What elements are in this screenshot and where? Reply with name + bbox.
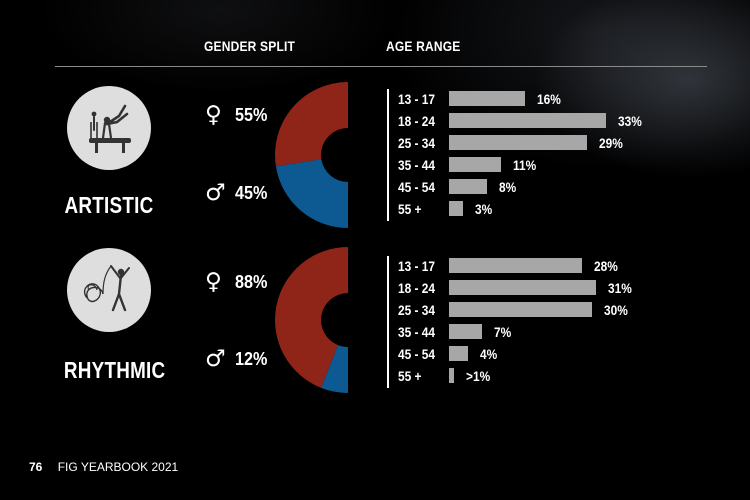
age-range-heading: AGE RANGE bbox=[386, 38, 461, 54]
age-bar bbox=[449, 324, 483, 339]
header-divider bbox=[55, 66, 707, 67]
rhythmic-male-row: ♂ 12% bbox=[205, 346, 271, 372]
rhythmic-female-row: ♀ 88% bbox=[205, 269, 271, 295]
rhythmic-female-percent: 88% bbox=[235, 272, 268, 292]
male-segment bbox=[275, 159, 348, 228]
age-bar-value: 3% bbox=[475, 201, 493, 217]
page-number: 76 bbox=[29, 460, 43, 474]
age-bar bbox=[449, 280, 597, 295]
age-bar-value: 8% bbox=[499, 179, 517, 195]
female-segment bbox=[275, 82, 348, 167]
age-bar-value: 30% bbox=[603, 302, 628, 318]
age-bar-value: 28% bbox=[594, 258, 618, 274]
age-category-label: 18 - 24 bbox=[398, 113, 436, 129]
rhythmic-gender-donut bbox=[274, 247, 348, 393]
age-category-label: 35 - 44 bbox=[398, 324, 436, 340]
age-bar bbox=[449, 179, 487, 194]
female-symbol-icon: ♀ bbox=[205, 269, 222, 295]
age-bar bbox=[449, 91, 525, 106]
artistic-female-percent: 55% bbox=[235, 105, 268, 125]
age-bar bbox=[449, 135, 587, 150]
age-category-label: 18 - 24 bbox=[398, 280, 436, 296]
male-symbol-icon: ♂ bbox=[205, 346, 226, 372]
age-category-label: 55 + bbox=[398, 368, 422, 384]
age-category-label: 25 - 34 bbox=[398, 135, 436, 151]
artistic-age-axis bbox=[387, 89, 389, 221]
age-bar-value: 33% bbox=[617, 113, 642, 129]
age-bar-value: 4% bbox=[480, 346, 498, 362]
age-category-label: 13 - 17 bbox=[398, 91, 436, 107]
male-segment bbox=[321, 345, 348, 393]
rhythmic-title: RHYTHMIC bbox=[63, 357, 166, 383]
male-symbol-icon: ♂ bbox=[205, 180, 226, 206]
age-bar bbox=[449, 157, 502, 172]
artistic-icon bbox=[67, 86, 151, 170]
age-bar bbox=[449, 201, 464, 216]
rhythmic-icon bbox=[67, 248, 151, 332]
age-bar-value: 31% bbox=[608, 280, 633, 296]
female-symbol-icon: ♀ bbox=[205, 102, 222, 128]
age-category-label: 45 - 54 bbox=[398, 346, 436, 362]
age-category-label: 35 - 44 bbox=[398, 157, 436, 173]
age-bar-value: >1% bbox=[465, 368, 490, 384]
age-category-label: 55 + bbox=[398, 201, 422, 217]
age-category-label: 25 - 34 bbox=[398, 302, 436, 318]
artistic-male-row: ♂ 45% bbox=[205, 180, 271, 206]
publication-title: FIG YEARBOOK 2021 bbox=[57, 460, 179, 474]
female-segment bbox=[274, 247, 348, 388]
artistic-male-percent: 45% bbox=[235, 183, 268, 203]
age-bar bbox=[449, 258, 582, 273]
rhythmic-male-percent: 12% bbox=[235, 349, 268, 369]
rhythmic-age-axis bbox=[387, 256, 389, 388]
age-bar bbox=[449, 113, 606, 128]
gender-split-heading: GENDER SPLIT bbox=[204, 38, 296, 54]
age-bar-value: 7% bbox=[494, 324, 512, 340]
page-footer: 76 FIG YEARBOOK 2021 bbox=[29, 460, 178, 474]
age-bar-value: 16% bbox=[537, 91, 561, 107]
age-bar-value: 29% bbox=[598, 135, 623, 151]
artistic-title: ARTISTIC bbox=[64, 192, 154, 218]
artistic-gender-donut bbox=[275, 82, 348, 228]
age-bar bbox=[449, 368, 454, 383]
age-bar bbox=[449, 346, 468, 361]
age-bar-value: 11% bbox=[513, 157, 537, 173]
artistic-female-row: ♀ 55% bbox=[205, 102, 271, 128]
age-category-label: 45 - 54 bbox=[398, 179, 436, 195]
age-bar bbox=[449, 302, 592, 317]
age-category-label: 13 - 17 bbox=[398, 258, 436, 274]
